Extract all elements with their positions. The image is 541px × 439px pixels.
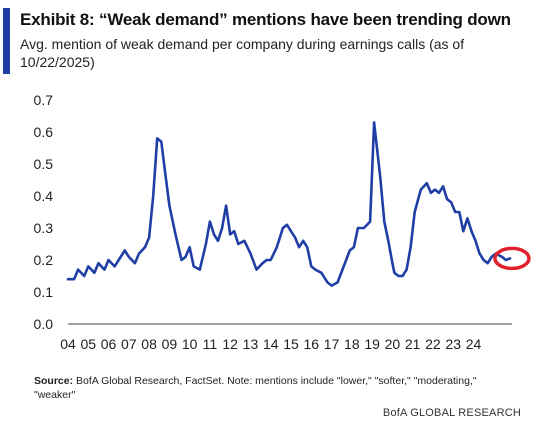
- y-tick-label: 0.0: [34, 316, 54, 332]
- y-tick-label: 0.2: [34, 252, 54, 268]
- y-tick-label: 0.4: [34, 188, 54, 204]
- source-label: Source:: [34, 375, 74, 387]
- accent-bar: [3, 8, 10, 74]
- line-chart: 0.0 0.1 0.2 0.3 0.4 0.5 0.6 0.7 04 05 06 07 08 09 10 11…: [34, 92, 531, 352]
- y-tick-label: 0.7: [34, 92, 54, 108]
- x-tick-label: 18: [344, 336, 360, 352]
- x-tick-label: 07: [121, 336, 137, 352]
- x-tick-label: 19: [364, 336, 380, 352]
- x-tick-label: 15: [283, 336, 299, 352]
- x-tick-label: 11: [203, 336, 218, 352]
- x-tick-label: 13: [243, 336, 259, 352]
- chart-title: Exhibit 8: “Weak demand” mentions have b…: [20, 10, 511, 29]
- y-tick-label: 0.6: [34, 124, 54, 140]
- source-text: BofA Global Research, FactSet. Note: men…: [34, 375, 477, 401]
- x-tick-label: 14: [263, 336, 279, 352]
- chart-subtitle: Avg. mention of weak demand per company …: [20, 36, 465, 70]
- x-tick-label: 21: [405, 336, 421, 352]
- x-tick-label: 17: [324, 336, 340, 352]
- source-note: Source: BofA Global Research, FactSet. N…: [34, 374, 514, 402]
- highlight-circle: [493, 246, 531, 271]
- x-tick-label: 06: [101, 336, 117, 352]
- brand-label: BofA GLOBAL RESEARCH: [382, 407, 521, 419]
- x-tick-label: 05: [80, 336, 96, 352]
- x-tick-label: 10: [182, 336, 198, 352]
- x-tick-label: 23: [445, 336, 461, 352]
- x-tick-label: 08: [141, 336, 157, 352]
- y-tick-label: 0.5: [34, 156, 54, 172]
- x-tick-label: 20: [385, 336, 401, 352]
- y-tick-label: 0.3: [34, 220, 54, 236]
- series-line: [66, 121, 512, 287]
- x-tick-label: 24: [466, 336, 482, 352]
- x-tick-label: 22: [425, 336, 441, 352]
- x-tick-label: 04: [60, 336, 76, 352]
- x-tick-label: 09: [162, 336, 178, 352]
- y-tick-label: 0.1: [34, 284, 54, 300]
- x-tick-label: 12: [222, 336, 238, 352]
- x-tick-label: 16: [303, 336, 319, 352]
